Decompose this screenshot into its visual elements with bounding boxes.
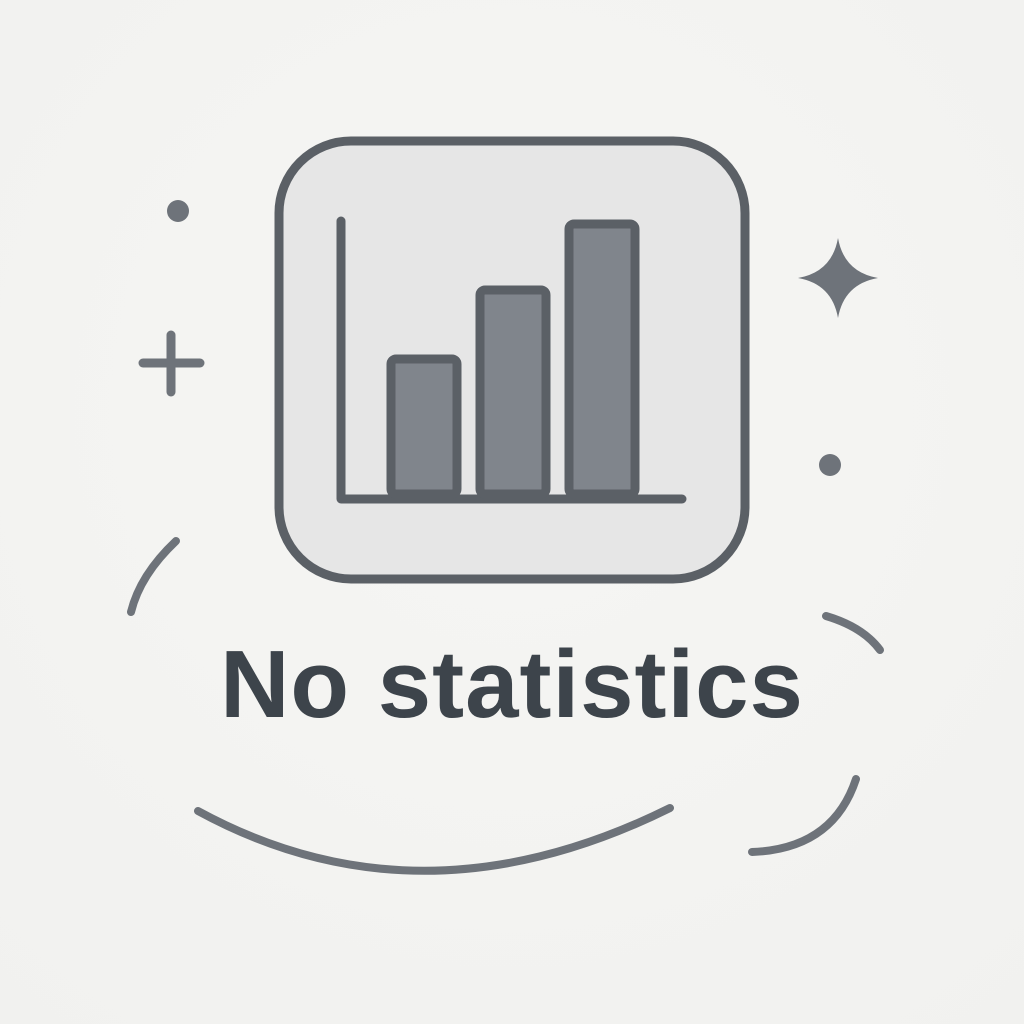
plus-icon: [138, 330, 205, 397]
arc-icon: [822, 612, 884, 654]
mini-chart-bar: [564, 219, 640, 499]
mini-chart-bar: [386, 354, 462, 499]
dot-icon: [819, 454, 841, 476]
arc-icon: [127, 537, 180, 616]
dot-icon: [167, 200, 189, 222]
chart-axis: [336, 216, 687, 504]
arc-icon: [194, 804, 674, 875]
arc-icon: [748, 775, 860, 856]
mini-chart-bars: [386, 219, 640, 499]
empty-state-title: No statistics: [220, 631, 804, 738]
mini-chart-bar: [475, 285, 551, 499]
sparkle-icon: [798, 238, 878, 318]
